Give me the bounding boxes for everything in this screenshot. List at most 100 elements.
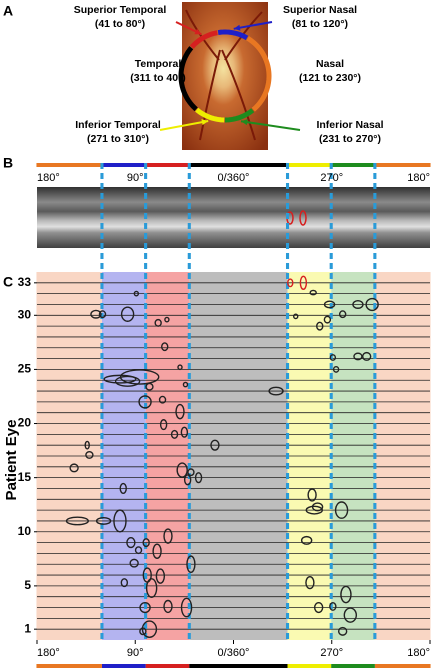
- lesion: [155, 568, 166, 584]
- x-tick-label: 270°: [320, 172, 343, 184]
- lesion: [361, 351, 372, 361]
- region-range: (41 to 80°): [95, 18, 145, 30]
- lesion: [138, 395, 152, 409]
- region-arc: [195, 107, 225, 123]
- region-name: Nasal: [316, 58, 344, 70]
- lesion: [119, 482, 127, 495]
- lesion: [340, 585, 352, 604]
- lesion: [134, 546, 143, 555]
- lesion: [187, 468, 195, 477]
- arrow-head: [194, 28, 202, 35]
- lesion: [210, 439, 220, 451]
- lesion: [65, 516, 90, 526]
- lesion: [337, 626, 348, 636]
- region-bar: [331, 163, 375, 167]
- y-axis-label: Patient Eye: [3, 420, 20, 501]
- lesion: [352, 299, 364, 309]
- lesion: [365, 297, 379, 312]
- lesion: [307, 488, 317, 502]
- region-name: Temporal: [135, 58, 182, 70]
- lesion: [194, 472, 203, 484]
- region-bar: [36, 163, 102, 167]
- region-arc: [189, 30, 218, 49]
- lesion: [175, 403, 185, 420]
- region-bar: [287, 163, 332, 167]
- region-range: (81 to 120°): [292, 18, 348, 30]
- region-bar: [189, 163, 288, 167]
- lesion: [182, 381, 189, 388]
- x-tick-label: 0/360°: [218, 647, 250, 659]
- lesion: [305, 575, 315, 590]
- panel-label: C: [3, 274, 13, 290]
- x-tick-label: 0/360°: [218, 172, 250, 184]
- region-bar: [145, 664, 190, 668]
- lesion: [161, 342, 169, 352]
- lesion: [152, 543, 162, 559]
- x-tick-label: 90°: [127, 647, 144, 659]
- region-range: (231 to 270°): [319, 133, 381, 145]
- lesion: [353, 352, 363, 361]
- lesion: [163, 528, 173, 544]
- lesion: [186, 555, 196, 574]
- lesion: [85, 450, 94, 459]
- x-tick-label: 90°: [127, 172, 144, 184]
- lesion: [133, 290, 140, 297]
- region-name: Superior Nasal: [283, 4, 357, 16]
- lesion: [313, 601, 324, 614]
- lesion: [129, 558, 139, 568]
- lesion: [170, 429, 179, 439]
- region-bar: [189, 664, 288, 668]
- arrow: [159, 119, 209, 131]
- lesion: [141, 620, 158, 638]
- lesion: [323, 300, 336, 309]
- region-bar: [374, 163, 431, 167]
- lesion: [139, 601, 151, 614]
- region-bar: [374, 664, 431, 668]
- y-tick-label: 25: [18, 362, 32, 376]
- lesion: [84, 440, 90, 450]
- lesion: [159, 419, 168, 431]
- lesion: [332, 366, 340, 373]
- lesion: [95, 516, 112, 525]
- lesion: [120, 306, 135, 322]
- y-tick-label: 33: [18, 275, 32, 289]
- lesion: [126, 537, 136, 549]
- x-tick-label: 180°: [407, 172, 430, 184]
- region-bar: [101, 163, 146, 167]
- x-tick-label: 180°: [407, 647, 430, 659]
- lesion: [287, 278, 294, 288]
- lesion: [299, 275, 308, 291]
- arrow: [240, 120, 301, 131]
- lesion: [268, 386, 284, 396]
- lesion: [114, 375, 141, 387]
- y-tick-label: 5: [24, 578, 31, 592]
- vessels: [185, 9, 263, 141]
- panel-label: B: [3, 155, 13, 171]
- lesion: [338, 310, 347, 319]
- region-bar: [287, 664, 332, 668]
- lesion: [113, 509, 127, 533]
- region-bar: [36, 664, 102, 668]
- arrow-head: [233, 24, 241, 31]
- arrow: [233, 21, 273, 30]
- region-bar: [101, 664, 146, 668]
- y-tick-label: 1: [24, 621, 31, 635]
- region-arc: [178, 46, 198, 112]
- oct-scan: [37, 187, 430, 248]
- y-tick-label: 20: [18, 416, 32, 430]
- lesion: [300, 535, 313, 545]
- lesion: [69, 463, 79, 473]
- region-name: Inferior Nasal: [316, 119, 383, 131]
- lesion: [139, 627, 147, 636]
- lesion: [142, 538, 150, 548]
- lesion: [329, 354, 337, 361]
- panel-label: A: [3, 3, 13, 19]
- lesion: [120, 578, 129, 588]
- lesion: [145, 382, 154, 391]
- lesion: [180, 597, 193, 618]
- lesion: [309, 289, 317, 296]
- lesion: [293, 313, 299, 320]
- region-arc: [217, 29, 249, 41]
- lesion: [176, 462, 188, 478]
- lesion: [98, 310, 107, 319]
